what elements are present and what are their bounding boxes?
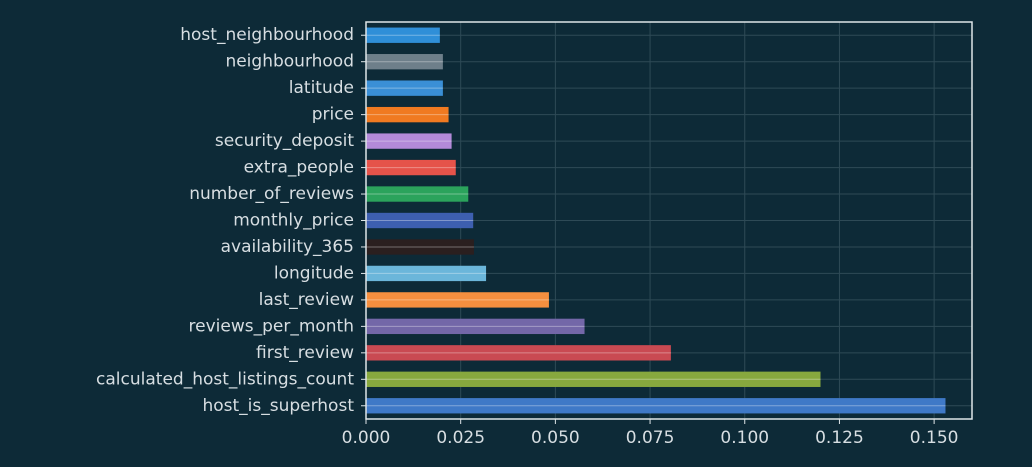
bar-last-review — [366, 292, 549, 308]
bars-layer — [366, 27, 946, 414]
y-tick-label: security_deposit — [215, 131, 354, 151]
bar-first-review — [366, 345, 671, 361]
x-tick-label: 0.000 — [342, 428, 391, 448]
bar-host-neighbourhood — [366, 27, 440, 43]
y-tick-label: reviews_per_month — [189, 316, 355, 336]
y-tick-label: monthly_price — [233, 211, 354, 231]
bar-price — [366, 106, 449, 123]
y-tick-label: longitude — [274, 263, 354, 283]
y-tick-label: last_review — [259, 290, 354, 310]
bar-longitude — [366, 265, 487, 282]
bar-security-deposit — [366, 133, 452, 149]
y-tick-label: neighbourhood — [225, 52, 354, 72]
x-tick-labels: 0.000 0.025 0.050 0.075 0.100 0.125 0.150 — [342, 419, 959, 448]
x-tick-label: 0.100 — [720, 428, 769, 448]
x-tick-label: 0.150 — [910, 428, 959, 448]
y-tick-label: availability_365 — [221, 237, 354, 257]
x-tick-label: 0.025 — [436, 428, 485, 448]
bar-number-of-reviews — [366, 186, 469, 202]
bar-monthly-price — [366, 212, 474, 229]
y-tick-label: extra_people — [244, 158, 354, 178]
x-tick-label: 0.050 — [531, 428, 580, 448]
y-tick-label: host_is_superhost — [202, 396, 354, 416]
bar-neighbourhood — [366, 54, 443, 70]
plot-frame — [365, 21, 973, 420]
y-tick-label: latitude — [289, 78, 354, 98]
bar-extra-people — [366, 159, 456, 176]
bar-reviews-per-month — [366, 318, 585, 335]
bar-latitude — [366, 80, 443, 96]
bar-availability-365 — [366, 239, 474, 255]
y-tick-label: calculated_host_listings_count — [96, 369, 354, 389]
x-tick-label: 0.125 — [815, 428, 864, 448]
bar-host-is-superhost — [366, 398, 946, 414]
y-tick-label: first_review — [256, 343, 354, 363]
bar-calculated-host-listings-count — [366, 371, 821, 387]
x-tick-label: 0.075 — [626, 428, 675, 448]
y-tick-label: host_neighbourhood — [180, 25, 354, 45]
y-tick-label: number_of_reviews — [189, 184, 354, 204]
y-tick-labels: host_neighbourhood neighbourhood latitude p… — [96, 25, 366, 416]
y-tick-label: price — [312, 105, 354, 125]
